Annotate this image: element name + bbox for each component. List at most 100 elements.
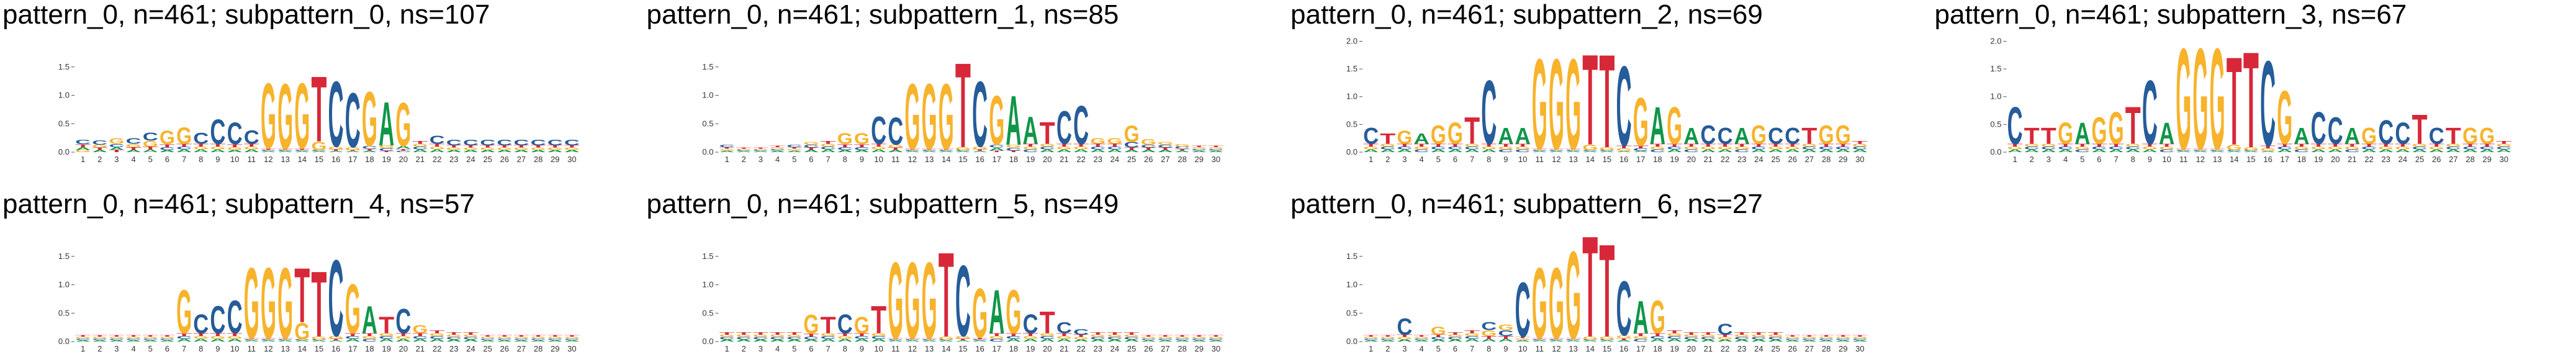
logo-letter: A [531, 340, 546, 342]
logo-letter: C [2328, 111, 2343, 153]
logo-letter: G [75, 336, 91, 338]
logo-letter: G [1380, 336, 1395, 338]
x-tick-label: 13 [281, 344, 289, 353]
x-tick-label: 28 [1822, 155, 1831, 164]
logo-letter: C [1633, 338, 1649, 343]
logo-letter: C [564, 338, 580, 340]
logo-letter: C [1718, 124, 1733, 149]
logo-letter: T [1734, 143, 1750, 148]
logo-letter: G [1683, 334, 1699, 338]
logo-letter: C [294, 339, 310, 341]
logo-letter: A [75, 340, 91, 342]
x-tick-label: 25 [1771, 155, 1780, 164]
x-tick-label: 20 [1687, 344, 1696, 353]
logo-letter: A [2142, 149, 2158, 153]
logo-letter: A [1208, 340, 1223, 342]
logo-letter: C [277, 339, 293, 341]
logo-letter: T [395, 148, 411, 151]
logo-letter: G [1801, 143, 1817, 148]
logo-letter: C [770, 337, 785, 340]
x-tick-label: 11 [248, 344, 256, 353]
x-tick-label: 5 [792, 344, 796, 353]
x-tick-label: 22 [2364, 155, 2373, 164]
logo-letter: G [989, 335, 1004, 340]
logo-letter: T [362, 148, 377, 151]
logo-letter: G [1667, 96, 1682, 155]
logo-letter: C [1023, 309, 1038, 339]
logo-letter: T [497, 334, 512, 337]
logo-letter: A [1734, 124, 1750, 149]
logo-letter: C [311, 339, 327, 341]
x-tick-label: 24 [1754, 344, 1763, 353]
x-tick-label: 17 [2281, 155, 2289, 164]
logo-letter: T [753, 147, 768, 149]
logo-letter: G [1768, 334, 1783, 338]
logo-letter: G [126, 143, 142, 148]
logo-letter: C [904, 339, 920, 341]
logo-letter: T [463, 145, 479, 148]
x-tick-label: 9 [860, 344, 864, 353]
logo-letter: C [1819, 338, 1834, 340]
logo-letter: A [955, 340, 971, 342]
logo-letter: G [821, 332, 836, 337]
logo-letter: A [92, 340, 107, 342]
logo-letter: A [904, 151, 920, 153]
x-tick-label: 18 [365, 155, 374, 164]
logo-letter: C [1633, 148, 1649, 152]
logo-letter: G [1481, 329, 1497, 337]
logo-letter: G [2041, 143, 2056, 148]
y-tick-label: 0.5 [1346, 119, 1358, 129]
x-tick-label: 4 [1419, 344, 1423, 353]
logo-letter: G [261, 65, 276, 169]
logo-letter: C [143, 130, 158, 143]
logo-letter: G [2142, 146, 2158, 150]
logo-letter: C [1174, 146, 1190, 150]
logo-letter: C [989, 338, 1004, 343]
x-tick-label: 1 [81, 344, 85, 353]
logo-letter: G [480, 336, 495, 338]
logo-letter: T [2210, 148, 2225, 150]
logo-letter: T [1667, 143, 1682, 148]
logo-letter: C [2091, 146, 2107, 150]
logo-letter: A [2227, 151, 2242, 153]
x-tick-label: 27 [2449, 155, 2457, 164]
logo-letter: C [1448, 146, 1463, 150]
logo-letter: G [362, 335, 377, 340]
x-tick-label: 21 [2348, 155, 2356, 164]
x-tick-label: 2 [1385, 155, 1390, 164]
logo-letter: G [1023, 146, 1038, 150]
logo-letter: G [786, 334, 802, 338]
logo-letter: T [1532, 338, 1547, 340]
logo-letter: A [345, 151, 361, 153]
logo-letter: G [564, 147, 580, 151]
logo-letter: C [1073, 94, 1089, 155]
logo-letter: G [261, 247, 276, 354]
logo-letter: C [2361, 146, 2377, 150]
logo-letter: G [176, 123, 192, 149]
logo-letter: C [2159, 149, 2174, 153]
logo-letter: G [955, 335, 971, 340]
x-tick-label: 30 [1855, 344, 1864, 353]
x-tick-label: 11 [891, 155, 900, 164]
x-tick-label: 20 [399, 155, 408, 164]
logo-letter: A [1700, 149, 1716, 153]
logo-letter: G [463, 334, 479, 338]
logo-letter: T [1599, 27, 1615, 176]
logo-letter: C [345, 76, 361, 164]
x-tick-label: 2 [2030, 155, 2034, 164]
logo-letter: A [513, 150, 529, 153]
logo-letter: T [1073, 143, 1089, 147]
logo-letter: T [1174, 148, 1190, 151]
logo-letter: T [2294, 143, 2309, 148]
logo-letter: T [1633, 145, 1649, 149]
logo-letter: T [446, 145, 462, 148]
logo-letter: T [1090, 332, 1106, 336]
logo-letter: T [1549, 148, 1564, 150]
x-tick-label: 19 [2314, 155, 2323, 164]
logo-letter: T [736, 332, 752, 336]
logo-letter: C [719, 144, 735, 148]
x-tick-label: 15 [315, 155, 323, 164]
logo-letter: A [922, 151, 937, 153]
logo-letter: G [1056, 335, 1072, 340]
